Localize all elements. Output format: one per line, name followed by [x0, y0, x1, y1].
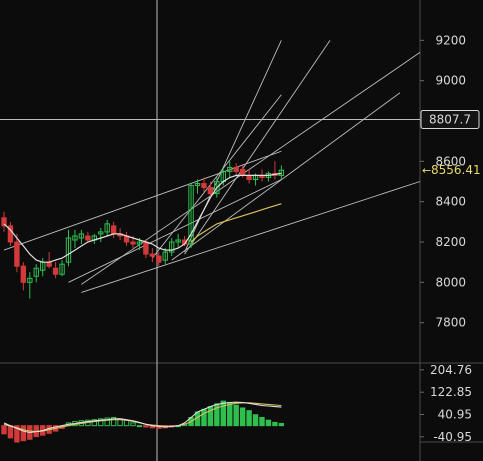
- price-tick-label: 8400: [435, 195, 466, 209]
- price-tick-label: 9200: [435, 33, 466, 47]
- osc-signal-fast-line: [3, 401, 282, 434]
- oscillator-axis: 204.76 122.85 40.95 -40.95: [420, 363, 472, 444]
- histogram-bar: [265, 419, 272, 427]
- osc-tick-label: -40.95: [433, 430, 472, 444]
- candle-body: [246, 174, 252, 180]
- price-axis: 92009000880086008400820080007800: [420, 33, 466, 330]
- candle-body: [278, 169, 285, 176]
- histogram-bar: [220, 400, 227, 427]
- candle-body: [156, 255, 162, 263]
- histogram-bar: [7, 425, 14, 439]
- candle-body: [175, 239, 181, 243]
- histogram-bar: [227, 402, 233, 427]
- crosshair-price-text: 8807.7: [429, 112, 471, 126]
- candle-body: [239, 168, 246, 176]
- candle-body: [33, 267, 39, 277]
- ma-slow-line: [190, 203, 282, 243]
- histogram-bar: [239, 407, 246, 427]
- histogram-bar: [259, 416, 265, 427]
- candle-body: [162, 251, 168, 261]
- candle-body: [149, 253, 156, 257]
- candle-body: [85, 235, 91, 241]
- candle-body: [27, 277, 33, 283]
- trendline: [151, 94, 282, 259]
- histogram-bar: [246, 410, 252, 427]
- last-price-label: ← 8556.41: [422, 163, 481, 177]
- oscillator-layer: [1, 400, 285, 443]
- trendline: [171, 92, 401, 261]
- histogram-bar: [110, 416, 117, 427]
- candle-body: [130, 241, 136, 245]
- histogram-bar: [1, 425, 7, 435]
- price-tick-label: 8000: [435, 275, 466, 289]
- trendline: [184, 40, 331, 255]
- crosshair-price-label: 8807.7: [420, 109, 480, 129]
- candle-body: [65, 237, 72, 263]
- candle-body: [201, 183, 207, 189]
- histogram-bar: [14, 425, 20, 443]
- candle-body: [1, 217, 7, 227]
- candle-body: [188, 185, 194, 245]
- trendline: [81, 181, 421, 293]
- trendline: [68, 179, 282, 283]
- osc-tick-label: 122.85: [430, 385, 472, 399]
- candle-body: [110, 225, 117, 235]
- candle-body: [143, 241, 149, 255]
- trendlines-layer[interactable]: [3, 40, 421, 293]
- candle-body: [104, 223, 110, 233]
- candle-body: [14, 241, 20, 267]
- candle-body: [52, 267, 59, 275]
- candle-body: [136, 241, 143, 245]
- histogram-bar: [136, 425, 143, 428]
- histogram-bar: [91, 419, 97, 427]
- last-price-arrow-icon: ←: [422, 164, 431, 177]
- osc-signal-slow-line: [3, 402, 282, 433]
- price-tick-label: 7800: [435, 316, 466, 330]
- candle-body: [59, 263, 65, 275]
- candle-body: [169, 241, 175, 253]
- candle-body: [78, 233, 85, 239]
- trendline: [81, 52, 421, 285]
- osc-tick-label: 204.76: [430, 363, 472, 377]
- histogram-bar: [233, 404, 239, 427]
- price-tick-label: 9000: [435, 74, 466, 88]
- histogram-bar: [201, 408, 207, 427]
- price-tick-label: 8200: [435, 235, 466, 249]
- moving-averages-layer: [3, 172, 282, 263]
- candle-body: [207, 187, 214, 195]
- price-tick-label: 8600: [435, 154, 466, 168]
- histogram-bar: [272, 421, 278, 427]
- candle-body: [7, 225, 14, 243]
- candles-layer: [1, 161, 285, 299]
- osc-tick-label: 40.95: [438, 407, 472, 421]
- histogram-bar: [278, 422, 285, 427]
- candle-body: [72, 235, 78, 241]
- candle-body: [20, 265, 27, 283]
- candle-body: [98, 231, 104, 235]
- histogram-bar: [252, 414, 259, 427]
- histogram-bar: [98, 418, 104, 427]
- candle-body: [214, 181, 220, 195]
- last-price-text: 8556.41: [431, 163, 481, 177]
- candle-body: [194, 183, 201, 187]
- histogram-bar: [20, 425, 27, 442]
- candle-body: [227, 166, 233, 172]
- histogram-bar: [143, 425, 149, 428]
- ma-fast-line: [3, 172, 282, 263]
- trendline: [3, 150, 282, 251]
- histogram-bar: [130, 422, 136, 427]
- trendline: [184, 40, 282, 253]
- candle-body: [233, 166, 239, 172]
- histogram-bar: [104, 417, 110, 427]
